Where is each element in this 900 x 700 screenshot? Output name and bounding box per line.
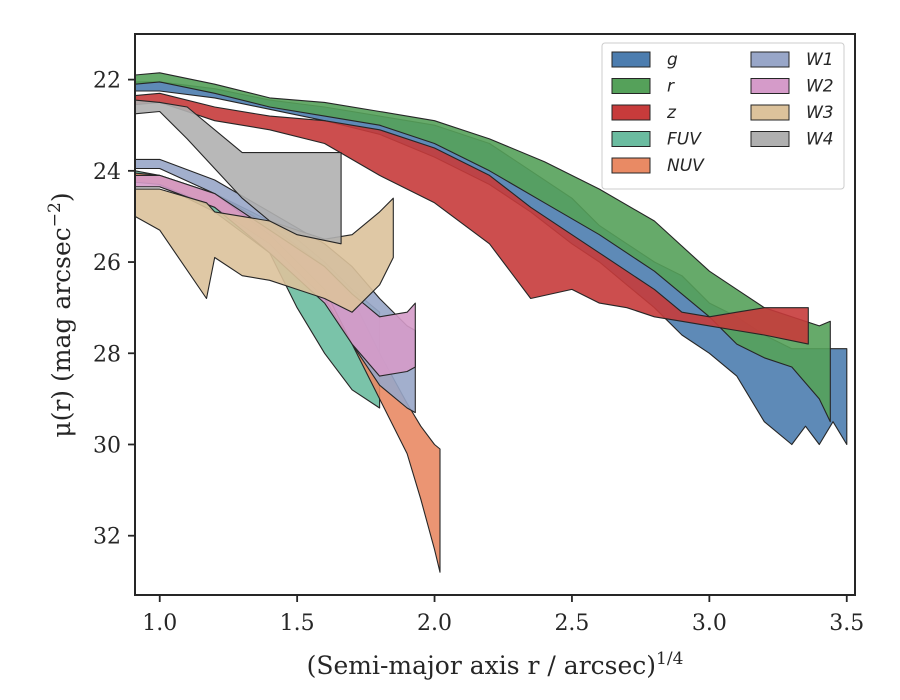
x-axis: 1.0 1.5 2.0 2.5 3.0 3.5	[142, 595, 864, 636]
legend-swatch-w3	[750, 104, 790, 121]
legend-swatch-w2	[750, 78, 790, 94]
legend-label-w3: W3	[806, 103, 834, 123]
legend-label-r: r	[667, 77, 675, 97]
legend-label-w1: W1	[806, 50, 834, 70]
plot-frame	[134, 33, 856, 596]
series-band-r	[135, 72, 831, 423]
y-tick-label: 32	[93, 525, 121, 550]
legend-label-z: z	[666, 103, 677, 123]
y-axis: 22 24 26 28 30 32	[93, 69, 135, 550]
x-tick-label: 3.0	[692, 611, 727, 636]
legend-swatch-w1	[750, 51, 790, 68]
x-tick-label: 1.5	[280, 611, 315, 636]
legend-label-fuv: FUV	[667, 130, 702, 150]
x-tick-label: 3.5	[829, 611, 864, 636]
legend: grz FUV NUV W1 W2 W3 W4	[601, 42, 845, 190]
legend-label-g: g	[667, 50, 678, 70]
series-layer	[135, 72, 848, 573]
legend-swatch-r	[611, 78, 651, 94]
legend-label-w4: W4	[806, 130, 834, 150]
y-tick-label: 30	[93, 433, 121, 458]
series-band-w4	[135, 99, 342, 245]
legend-swatch-fuv	[611, 131, 651, 147]
legend-swatch-z	[611, 104, 651, 121]
y-tick-label: 22	[93, 69, 121, 94]
series-band-z	[135, 92, 809, 345]
x-tick-label: 1.0	[142, 611, 177, 636]
legend-label-w2: W2	[806, 77, 834, 97]
x-tick-label: 2.0	[417, 611, 452, 636]
x-tick-label: 2.5	[554, 611, 589, 636]
x-axis-label: (Semi-major axis r / arcsec)1/4	[307, 649, 684, 680]
y-axis-label: μ(r) (mag arcsec−2)	[45, 192, 76, 437]
legend-swatch-g	[611, 51, 651, 68]
series-band-w3	[135, 188, 394, 313]
y-tick-label: 24	[93, 160, 121, 185]
legend-swatch-nuv	[611, 157, 651, 174]
y-tick-label: 26	[93, 251, 121, 276]
legend-label-nuv: NUV	[667, 156, 705, 176]
legend-swatch-w4	[750, 131, 790, 147]
y-tick-label: 28	[93, 342, 121, 367]
